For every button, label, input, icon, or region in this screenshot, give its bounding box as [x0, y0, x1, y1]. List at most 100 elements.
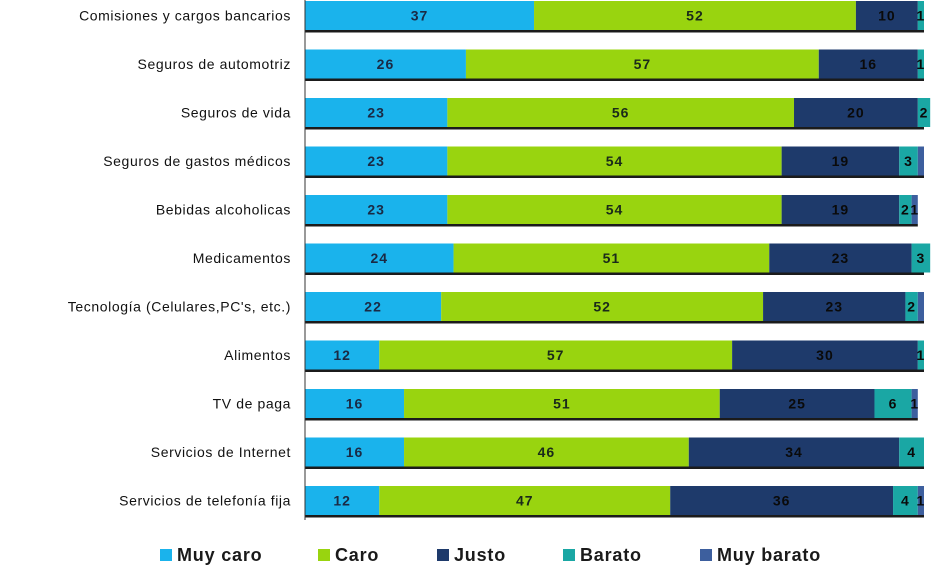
data-label: 51: [553, 396, 571, 412]
bar-segment-barato: [899, 437, 924, 467]
bar-segment-muy-caro: [305, 195, 448, 224]
bar-segment-justo: [732, 340, 918, 370]
data-label: 57: [634, 56, 652, 72]
bar-segment-barato: [917, 1, 924, 30]
bar-segment-justo: [670, 486, 894, 515]
data-label: 10: [878, 8, 896, 24]
data-label: 56: [612, 105, 630, 121]
category-label: TV de paga: [213, 396, 291, 412]
bar-shadow: [305, 515, 924, 518]
bar-segment-justo: [855, 1, 918, 30]
data-label: 47: [516, 493, 534, 509]
data-label: 1: [910, 396, 919, 412]
legend-label: Justo: [454, 545, 506, 565]
data-label: 37: [411, 8, 429, 24]
bar-segment-muy-caro: [305, 49, 466, 79]
bar-shadow: [305, 369, 924, 372]
category-label: Servicios de Internet: [151, 444, 291, 460]
bars-group: 37 52 10 126 57 16 123 56 20 223 54 19 323 54 19 2 124 51…: [305, 1, 931, 518]
data-label: 12: [333, 347, 351, 363]
data-label: 1: [917, 56, 926, 72]
legend-swatch-caro: [318, 549, 330, 561]
data-label: 19: [832, 153, 850, 169]
bar-segment-justo: [769, 243, 912, 273]
bar-segment-caro: [447, 146, 782, 176]
data-label: 52: [686, 8, 704, 24]
legend-label: Muy caro: [177, 545, 262, 565]
category-label: Tecnología (Celulares,PC's, etc.): [68, 299, 291, 315]
data-label: 12: [333, 493, 351, 509]
category-label: Seguros de automotriz: [138, 56, 291, 72]
bar-segment-caro: [379, 486, 671, 515]
bar-segment-caro: [441, 292, 764, 321]
bar-segment-justo: [781, 195, 900, 224]
legend-swatch-muy-barato: [700, 549, 712, 561]
data-label: 23: [825, 299, 843, 315]
legend-swatch-muy-caro: [160, 549, 172, 561]
data-label: 25: [788, 396, 806, 412]
legend-label: Barato: [580, 545, 642, 565]
category-labels: Comisiones y cargos bancarios Seguros de …: [68, 8, 291, 509]
bar-segment-barato: [899, 146, 918, 176]
bar-segment-barato: [917, 49, 924, 79]
bar-segment-muy-barato: [911, 389, 918, 418]
bar-segment-caro: [465, 49, 819, 79]
bar-segment-muy-caro: [305, 292, 442, 321]
data-label: 23: [367, 153, 385, 169]
bar-segment-muy-caro: [305, 389, 405, 418]
data-label: 19: [832, 202, 850, 218]
bar-shadow: [305, 272, 924, 275]
legend: Muy caro Caro Justo Barato Muy barato: [160, 545, 820, 565]
bar-segment-caro: [453, 243, 770, 273]
data-label: 3: [904, 153, 913, 169]
bar-shadow: [305, 78, 924, 81]
bar-segment-barato: [917, 98, 931, 127]
bar-segment-muy-barato: [911, 195, 918, 224]
bar-segment-caro: [447, 98, 795, 127]
data-label: 20: [847, 105, 865, 121]
bar-segment-muy-caro: [305, 340, 380, 370]
category-label: Comisiones y cargos bancarios: [79, 8, 291, 24]
bar-segment-muy-caro: [305, 243, 454, 273]
bar-segment-barato: [893, 486, 918, 515]
data-label: 30: [816, 347, 834, 363]
category-label: Seguros de vida: [181, 105, 291, 121]
data-label: 26: [377, 56, 395, 72]
bar-shadow: [305, 224, 918, 227]
data-label: 23: [367, 202, 385, 218]
bar-segment-muy-barato: [917, 486, 924, 515]
data-label: 1: [917, 347, 926, 363]
bar-segment-caro: [404, 389, 720, 418]
bar-segment-barato: [899, 195, 912, 224]
data-label: 2: [901, 202, 910, 218]
legend-swatch-justo: [437, 549, 449, 561]
data-label: 46: [538, 444, 556, 460]
bar-shadow: [305, 321, 924, 324]
bar-segment-barato: [911, 243, 931, 273]
bar-segment-muy-barato: [917, 292, 924, 321]
bar-segment-justo: [763, 292, 906, 321]
data-label: 1: [910, 202, 919, 218]
data-label: 54: [606, 153, 624, 169]
data-label: 2: [920, 105, 929, 121]
data-label: 2: [907, 299, 916, 315]
legend-swatch-barato: [563, 549, 575, 561]
data-label: 36: [773, 493, 791, 509]
data-label: 34: [785, 444, 803, 460]
category-label: Bebidas alcoholicas: [156, 202, 291, 218]
bar-segment-muy-caro: [305, 486, 380, 515]
bar-segment-justo: [818, 49, 918, 79]
bar-segment-justo: [688, 437, 900, 467]
data-label: 4: [901, 493, 910, 509]
data-label: 6: [889, 396, 898, 412]
bar-segment-muy-caro: [305, 437, 405, 467]
category-label: Medicamentos: [193, 250, 291, 266]
data-label: 16: [346, 396, 364, 412]
bar-segment-muy-barato: [917, 146, 924, 176]
bar-segment-muy-caro: [305, 1, 535, 30]
category-label: Servicios de telefonía fija: [119, 493, 291, 509]
bar-segment-justo: [794, 98, 918, 127]
data-label: 57: [547, 347, 565, 363]
category-label: Seguros de gastos médicos: [103, 153, 291, 169]
